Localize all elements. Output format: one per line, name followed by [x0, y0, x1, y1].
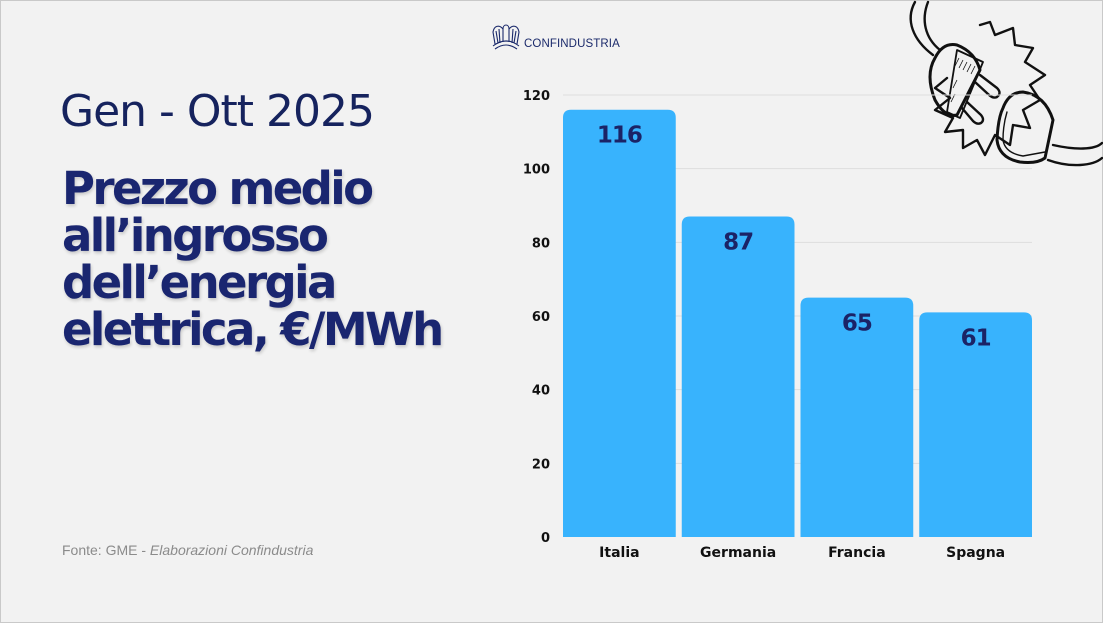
title-line: Prezzo medio — [62, 162, 374, 215]
source-prefix: Fonte: GME - — [62, 542, 150, 558]
y-tick-label: 60 — [532, 310, 550, 325]
period-heading: Gen - Ott 2025 — [60, 86, 375, 137]
bar-value-label: 65 — [842, 311, 872, 337]
confindustria-eagle-logo-icon — [492, 24, 520, 50]
y-tick-label: 40 — [532, 384, 550, 399]
y-tick-label: 120 — [523, 89, 550, 104]
x-tick-label: Italia — [599, 545, 639, 561]
y-tick-label: 20 — [532, 457, 550, 472]
confindustria-logo: CONFINDUSTRIA — [491, 22, 620, 50]
title-line: all’ingrosso — [62, 209, 329, 262]
source-italic: Elaborazioni Confindustria — [149, 542, 314, 558]
title-line: dell’energia — [62, 256, 337, 309]
electric-plug-unplugged-icon — [909, 0, 1103, 167]
y-tick-label: 100 — [523, 163, 550, 178]
x-tick-label: Spagna — [946, 545, 1005, 561]
bar-value-label: 61 — [961, 325, 991, 351]
bar-italia — [563, 109, 676, 537]
bar-value-label: 87 — [723, 230, 753, 256]
page-title: Prezzo medio all’ingrosso dell’energia e… — [62, 165, 522, 353]
source-note: Fonte: GME - Elaborazioni Confindustria — [62, 542, 313, 558]
bar-spagna — [919, 312, 1032, 537]
bar-germania — [681, 216, 795, 538]
bar-value-label: 116 — [597, 123, 642, 149]
y-tick-label: 0 — [541, 531, 550, 546]
bar-francia — [800, 297, 914, 537]
x-tick-label: Francia — [828, 545, 886, 561]
logo-text: CONFINDUSTRIA — [524, 38, 620, 50]
x-tick-label: Germania — [700, 545, 776, 561]
title-line: elettrica, €/MWh — [62, 303, 444, 356]
y-tick-label: 80 — [532, 236, 550, 251]
